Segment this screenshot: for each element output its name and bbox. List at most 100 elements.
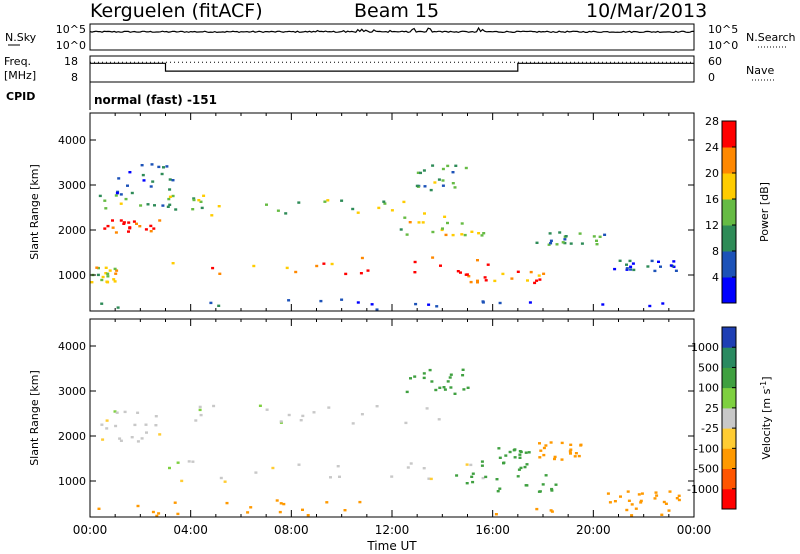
heatmap-cell: [461, 374, 465, 377]
heatmap-cell: [114, 194, 118, 197]
heatmap-cell: [115, 411, 119, 414]
heatmap-cell: [168, 188, 172, 191]
colorbar-segment: [722, 488, 736, 510]
heatmap-cell: [613, 267, 617, 271]
heatmap-cell: [101, 275, 105, 279]
heatmap-cell: [482, 232, 486, 235]
heatmap-cell: [477, 232, 481, 235]
heatmap-cell: [577, 454, 581, 458]
heatmap-cell: [360, 413, 364, 416]
velocity-colorbar-label-main: Velocity [m s: [760, 388, 773, 459]
y-tick-label: 2000: [58, 224, 86, 237]
heatmap-cell: [434, 388, 438, 392]
heatmap-cell: [162, 166, 165, 169]
heatmap-cell: [669, 264, 673, 267]
colorbar-tick-label: 24: [705, 141, 719, 154]
colorbar-tick-label: 100: [698, 382, 719, 395]
heatmap-cell: [461, 368, 465, 371]
heatmap-cell: [413, 260, 417, 264]
heatmap-cell: [527, 451, 531, 454]
heatmap-cell: [619, 495, 622, 498]
heatmap-cell: [451, 171, 455, 174]
cpid-label: CPID: [6, 90, 35, 103]
heatmap-cell: [108, 269, 112, 272]
heatmap-cell: [122, 221, 126, 224]
colorbar-segment: [722, 428, 736, 449]
heatmap-cell: [519, 450, 523, 454]
heatmap-cell: [513, 456, 517, 459]
heatmap-cell: [287, 413, 291, 417]
power-ylabel: Slant Range [km]: [28, 164, 41, 260]
heatmap-cell: [105, 419, 109, 422]
nsky-tick-top: 10^5: [56, 23, 86, 36]
power-x-ticks: [89, 113, 695, 311]
heatmap-cell: [174, 208, 178, 211]
heatmap-cell: [560, 458, 564, 461]
heatmap-cell: [319, 299, 323, 303]
colorbar-segment: [722, 225, 736, 252]
heatmap-cell: [549, 239, 553, 242]
heatmap-cell: [498, 301, 502, 305]
heatmap-cell: [409, 377, 412, 380]
heatmap-cell: [287, 299, 291, 302]
velocity-colorbar-label: Velocity [m s-1]: [759, 376, 774, 459]
heatmap-cell: [360, 256, 364, 260]
heatmap-cell: [549, 242, 553, 245]
colorbar-tick-label: -500: [694, 463, 719, 476]
heatmap-cell: [441, 167, 445, 171]
heatmap-cell: [441, 179, 445, 182]
nave-tick-bottom: 0: [708, 71, 715, 84]
heatmap-cell: [106, 275, 110, 278]
power-frame: [89, 112, 695, 312]
heatmap-cell: [598, 235, 602, 238]
heatmap-cell: [282, 502, 286, 506]
heatmap-cell: [672, 260, 676, 263]
heatmap-cell: [494, 513, 498, 516]
heatmap-cell: [539, 449, 543, 452]
heatmap-cell: [650, 259, 654, 263]
heatmap-cell: [544, 444, 548, 447]
heatmap-cell: [639, 501, 643, 504]
colorbar-segment: [722, 327, 736, 348]
heatmap-cell: [677, 494, 681, 497]
heatmap-cell: [498, 456, 502, 459]
heatmap-cell: [524, 484, 528, 487]
heatmap-cell: [677, 498, 681, 502]
heatmap-cell: [139, 204, 143, 207]
colorbar-segment: [722, 468, 736, 490]
heatmap-cell: [130, 436, 134, 439]
heatmap-cell: [629, 268, 633, 271]
heatmap-cell: [454, 164, 458, 167]
heatmap-cell: [535, 507, 539, 511]
heatmap-cell: [114, 424, 118, 428]
heatmap-cell: [481, 300, 485, 303]
station-title: Kerguelen (fitACF): [90, 0, 263, 22]
heatmap-cell: [409, 462, 413, 465]
heatmap-cell: [446, 164, 450, 168]
heatmap-cell: [279, 421, 283, 424]
heatmap-cell: [625, 508, 629, 512]
heatmap-cell: [428, 368, 432, 372]
heatmap-cell: [422, 376, 426, 380]
heatmap-cell: [449, 386, 453, 389]
beam-title: Beam 15: [354, 0, 440, 22]
heatmap-cell: [569, 242, 573, 245]
nsearch-label: N.Search: [746, 31, 796, 44]
heatmap-cell: [191, 208, 195, 211]
heatmap-cell: [150, 163, 154, 166]
heatmap-cell: [403, 216, 407, 219]
heatmap-cell: [211, 266, 215, 270]
heatmap-cell: [553, 457, 556, 461]
nave-label: Nave: [746, 64, 774, 77]
heatmap-cell: [554, 483, 558, 486]
heatmap-cell: [464, 166, 468, 170]
heatmap-cell: [218, 272, 222, 275]
heatmap-cell: [657, 260, 660, 263]
heatmap-cell: [595, 239, 598, 242]
freq-frame: [89, 55, 695, 83]
power-y-ticks: 1000 2000 3000 4000: [58, 134, 694, 282]
heatmap-cell: [96, 273, 100, 277]
heatmap-cell: [427, 303, 431, 306]
heatmap-cell: [377, 206, 381, 210]
heatmap-cell: [404, 421, 408, 425]
